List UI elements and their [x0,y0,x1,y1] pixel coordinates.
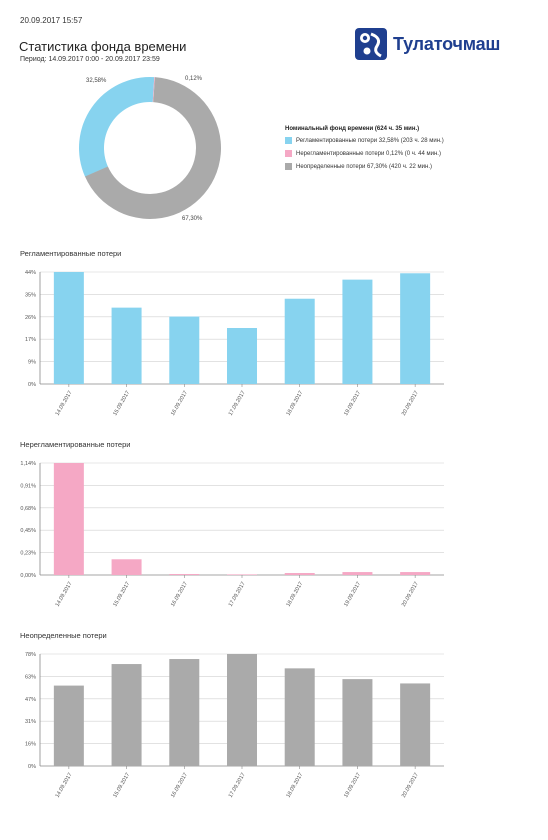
x-tick-label: 18.09.2017 [285,581,304,608]
y-tick-label: 1,14% [20,461,36,467]
bar [400,683,431,766]
x-tick-label: 20.09.2017 [401,581,420,608]
bar-chart-unregulated: 0,00% 0,23% 0,45% 0,68% 0,91% 1,14% 14.09.2017… [20,461,444,608]
legend-item-regulated: Регламентированные потери 32,58% (203 ч.… [285,137,535,144]
y-tick-label: 63% [25,674,36,680]
bar-chart-regulated: 0% 9% 17% 26% 35% 44% 14.09.2017 15.09.2017 16.0… [25,270,444,417]
y-tick-label: 9% [28,360,36,366]
chart-title-undefined: Неопределенные потери [20,631,107,640]
y-tick-label: 0,23% [20,551,36,557]
donut-slice [84,77,221,219]
x-tick-label: 17.09.2017 [228,390,247,417]
y-tick-label: 17% [25,337,36,343]
x-tick-label: 20.09.2017 [401,390,420,417]
bar [342,679,373,766]
x-tick-label: 19.09.2017 [343,390,362,417]
bar [284,298,315,384]
x-tick-label: 17.09.2017 [228,772,247,799]
bar [53,272,84,384]
bar [342,279,373,384]
x-tick-label: 14.09.2017 [55,581,74,608]
donut-slice-label: 32,58% [86,78,107,84]
report-title: Статистика фонда времени [19,39,187,54]
donut-slice [152,77,155,103]
report-timestamp: 20.09.2017 15:57 [20,16,83,25]
y-tick-label: 31% [25,719,36,725]
y-tick-label: 0% [28,382,36,388]
y-tick-label: 47% [25,697,36,703]
donut-slice-label: 0,12% [185,76,203,82]
bar [169,574,200,575]
chart-title-unregulated: Нерегламентированные потери [20,440,131,449]
x-tick-label: 15.09.2017 [112,772,131,799]
legend-item-unregulated: Нерегламентированные потери 0,12% (0 ч. … [285,150,535,157]
y-tick-label: 35% [25,292,36,298]
x-tick-label: 15.09.2017 [112,581,131,608]
chart-title-regulated: Регламентированные потери [20,249,122,258]
legend-swatch [285,150,292,157]
x-tick-label: 18.09.2017 [285,772,304,799]
bar [111,664,142,766]
bar [53,685,84,766]
bar [111,559,142,575]
bar [169,316,200,384]
bar [227,654,257,766]
x-tick-label: 16.09.2017 [170,581,189,608]
company-logo-text: Тулаточмаш [393,33,501,54]
y-tick-label: 0,00% [20,573,36,579]
bar [227,574,257,575]
donut-slice [79,77,155,177]
y-tick-label: 16% [25,742,36,748]
legend-label: Регламентированные потери 32,58% (203 ч.… [296,137,444,144]
bar [169,659,200,766]
bar-chart-undefined: 0% 16% 31% 47% 63% 78% 14.09.2017 15.09.2017 16.… [25,652,444,799]
y-tick-label: 0,91% [20,483,36,489]
company-logo: Тулаточмаш [355,28,500,60]
x-tick-label: 19.09.2017 [343,772,362,799]
y-tick-label: 0% [28,764,36,770]
x-tick-label: 14.09.2017 [55,390,74,417]
company-logo-icon [355,28,387,60]
bar [284,573,315,575]
y-tick-label: 0,68% [20,506,36,512]
legend-swatch [285,163,292,170]
bar [342,572,373,575]
legend-title: Номинальный фонд времени (624 ч. 35 мин.… [285,126,420,132]
donut-chart: 32,58% 0,12% 67,30% [79,76,221,222]
bar [53,463,84,575]
donut-legend: Номинальный фонд времени (624 ч. 35 мин.… [285,126,535,176]
x-tick-label: 18.09.2017 [285,390,304,417]
donut-slice-label: 67,30% [182,216,203,222]
legend-item-undefined: Неопределенные потери 67,30% (420 ч. 22 … [285,163,535,170]
x-tick-label: 15.09.2017 [112,390,131,417]
x-tick-label: 16.09.2017 [170,390,189,417]
y-tick-label: 0,45% [20,528,36,534]
x-tick-label: 17.09.2017 [228,581,247,608]
bar [400,572,431,575]
bar [111,307,142,384]
y-tick-label: 78% [25,652,36,658]
x-tick-label: 14.09.2017 [55,772,74,799]
report-period: Период: 14.09.2017 0:00 - 20.09.2017 23:… [20,56,160,63]
y-tick-label: 44% [25,270,36,276]
y-tick-label: 26% [25,315,36,321]
bar [284,668,315,766]
bar [227,328,257,384]
legend-swatch [285,137,292,144]
legend-label: Неопределенные потери 67,30% (420 ч. 22 … [296,163,432,170]
bar [400,273,431,384]
legend-label: Нерегламентированные потери 0,12% (0 ч. … [296,150,441,157]
x-tick-label: 19.09.2017 [343,581,362,608]
x-tick-label: 16.09.2017 [170,772,189,799]
x-tick-label: 20.09.2017 [401,772,420,799]
